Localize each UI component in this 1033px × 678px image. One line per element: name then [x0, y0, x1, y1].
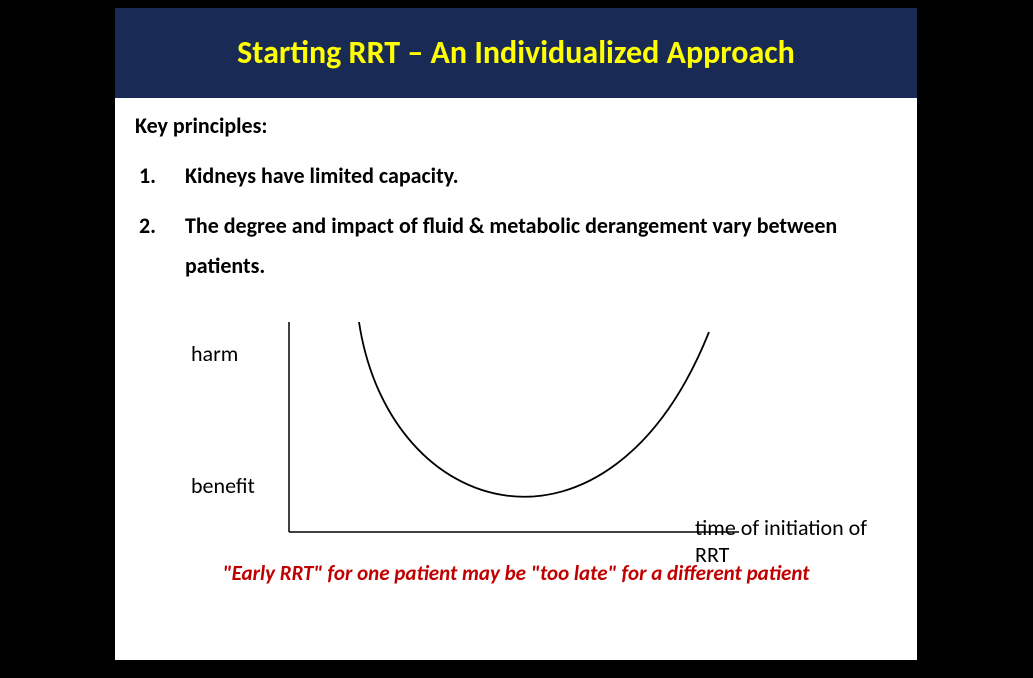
y-axis-label: harm	[191, 340, 238, 367]
y-axis-label: benefit	[191, 472, 255, 499]
x-axis-label: time of initiation of RRT	[695, 514, 897, 568]
chart-svg	[279, 322, 749, 542]
principle-item: 2.The degree and impact of fluid & metab…	[135, 206, 897, 286]
slide-title: Starting RRT – An Individualized Approac…	[115, 8, 917, 98]
slide-body: Key principles: 1.Kidneys have limited c…	[115, 98, 917, 586]
principle-number: 1.	[135, 156, 185, 196]
harm-benefit-chart: harmbenefittime of initiation of RRT	[135, 322, 897, 542]
principle-text: The degree and impact of fluid & metabol…	[185, 206, 897, 286]
key-principles-list: 1.Kidneys have limited capacity.2.The de…	[135, 156, 897, 286]
principle-item: 1.Kidneys have limited capacity.	[135, 156, 897, 196]
principle-text: Kidneys have limited capacity.	[185, 156, 897, 196]
u-curve	[359, 322, 709, 497]
slide: Starting RRT – An Individualized Approac…	[115, 8, 917, 660]
key-principles-heading: Key principles:	[135, 106, 897, 146]
principle-number: 2.	[135, 206, 185, 286]
